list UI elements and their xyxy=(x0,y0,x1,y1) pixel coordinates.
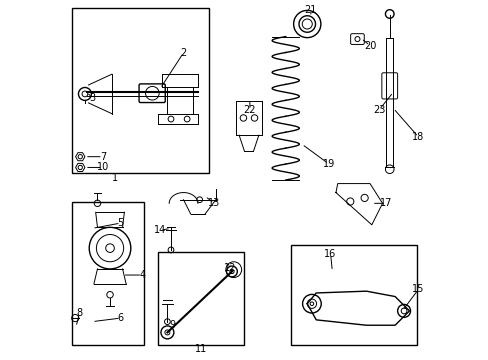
Text: 8: 8 xyxy=(76,308,82,318)
Text: 1: 1 xyxy=(112,173,118,183)
Text: 16: 16 xyxy=(324,248,336,258)
Text: 3: 3 xyxy=(89,93,95,103)
Bar xyxy=(158,252,244,345)
Text: 13: 13 xyxy=(207,198,220,208)
Text: 12: 12 xyxy=(224,263,236,273)
Bar xyxy=(72,8,208,173)
Bar xyxy=(72,202,144,345)
Text: 9: 9 xyxy=(169,320,176,330)
Text: 17: 17 xyxy=(379,198,391,208)
Text: 2: 2 xyxy=(180,48,186,58)
Text: 19: 19 xyxy=(322,159,334,169)
Text: 5: 5 xyxy=(118,218,123,228)
Text: 10: 10 xyxy=(97,162,109,172)
Text: 7: 7 xyxy=(100,152,106,162)
Text: 20: 20 xyxy=(363,41,375,50)
Text: 23: 23 xyxy=(372,105,385,115)
Text: 6: 6 xyxy=(118,313,123,323)
Text: 4: 4 xyxy=(139,270,145,280)
Bar xyxy=(290,244,416,345)
Text: 22: 22 xyxy=(243,105,256,115)
Text: 21: 21 xyxy=(304,5,316,15)
Text: 14: 14 xyxy=(154,225,166,235)
Text: 15: 15 xyxy=(411,284,424,294)
Text: 18: 18 xyxy=(411,132,424,142)
Text: 11: 11 xyxy=(195,343,207,354)
